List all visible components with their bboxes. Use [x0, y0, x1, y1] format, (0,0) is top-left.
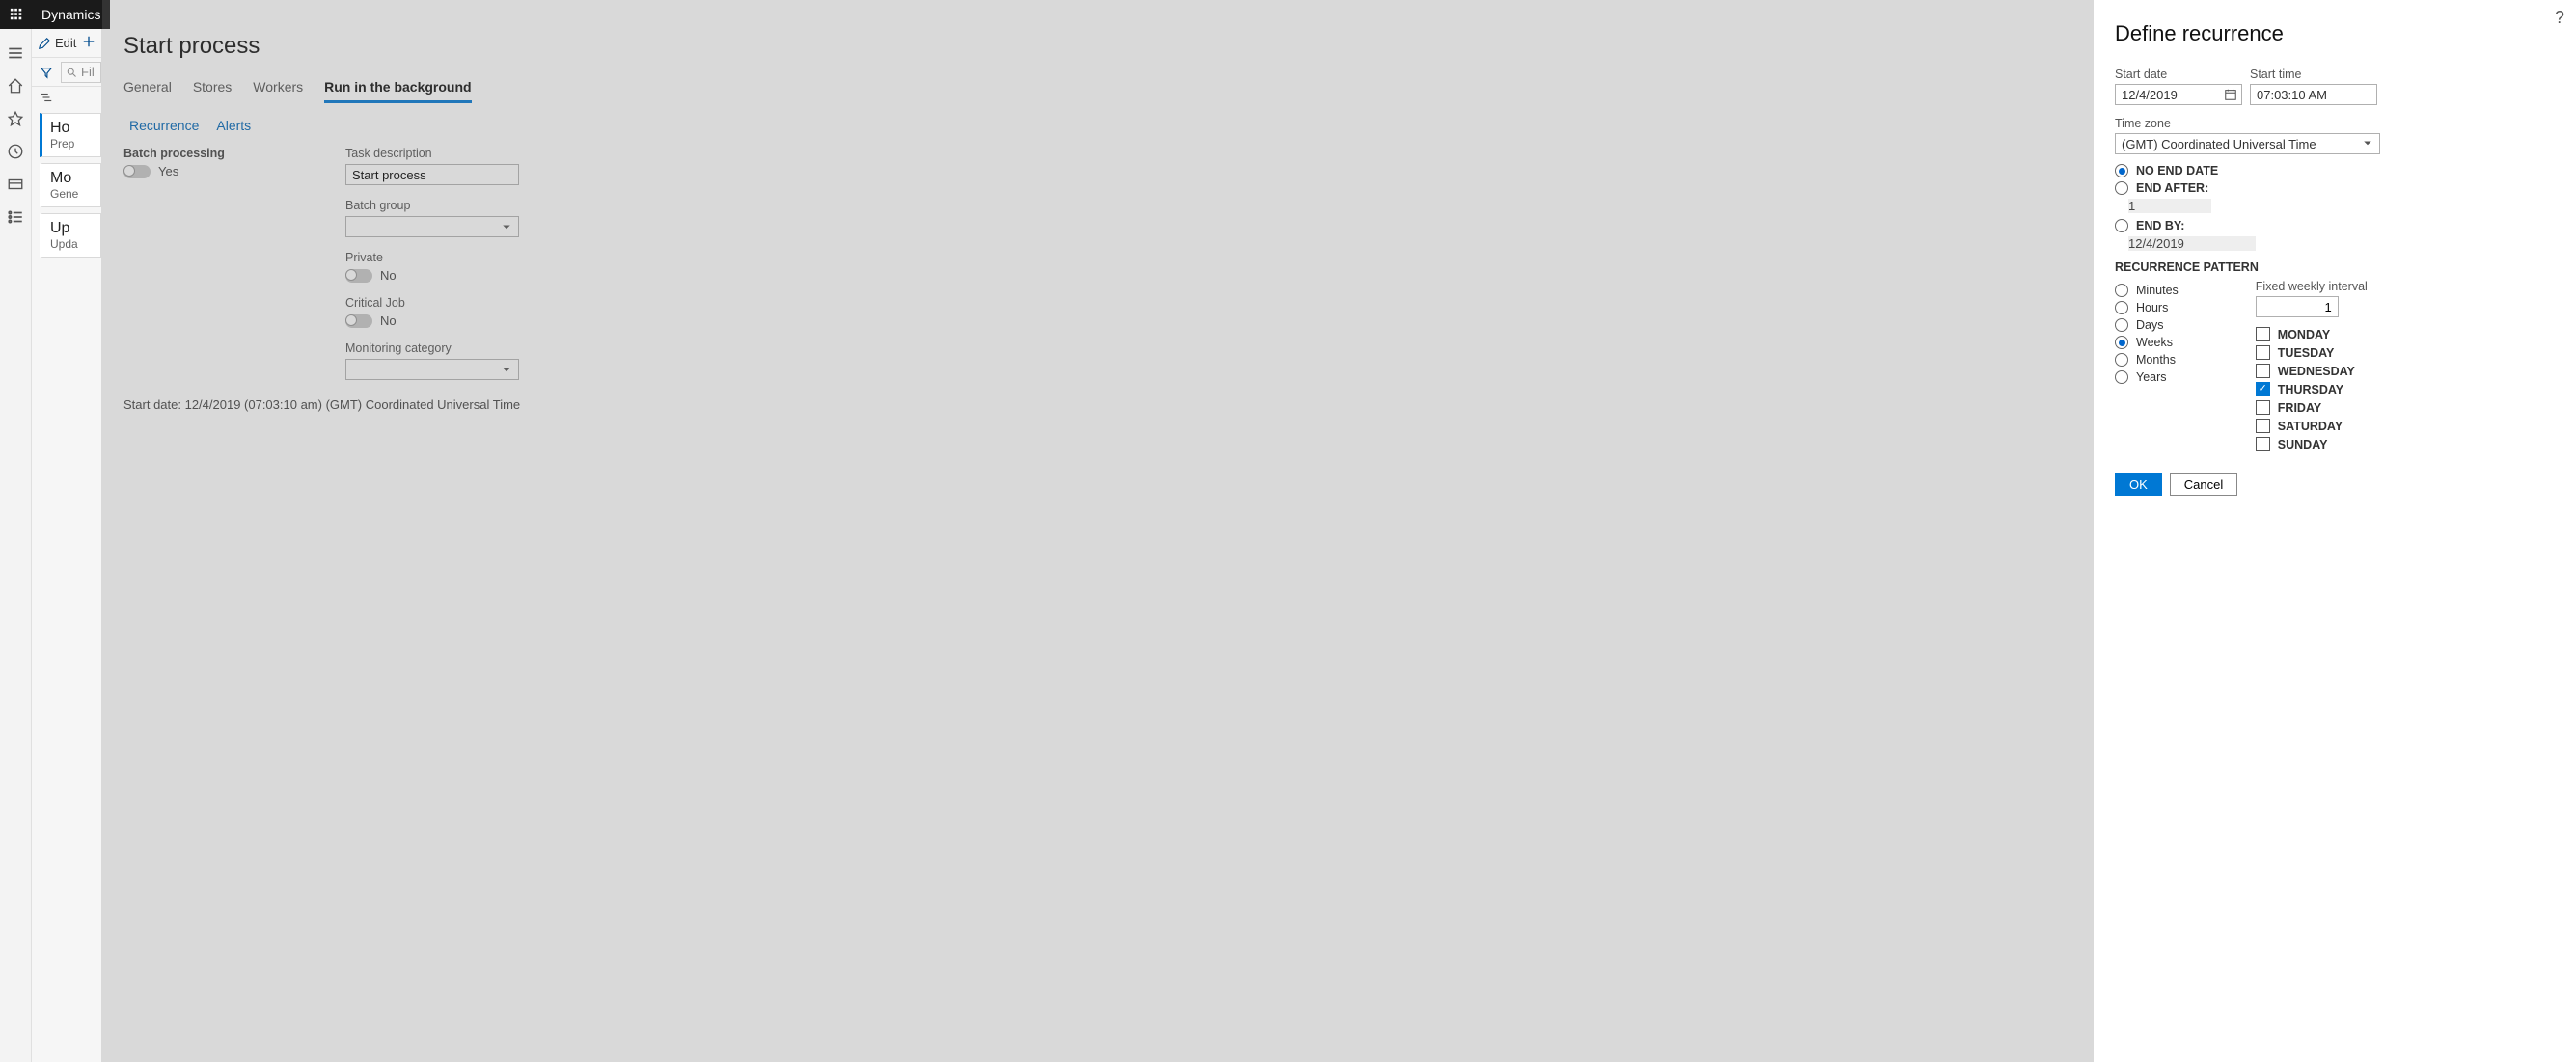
interval-input[interactable]: [2256, 296, 2339, 317]
cancel-button[interactable]: Cancel: [2170, 473, 2237, 496]
pattern-title: RECURRENCE PATTERN: [2115, 260, 2555, 274]
list-item[interactable]: Up Upda: [40, 213, 101, 258]
end-after-label: END AFTER:: [2136, 181, 2208, 195]
app-launcher-icon[interactable]: [0, 0, 32, 29]
panel-title: Define recurrence: [2115, 21, 2555, 46]
end-by-label: END BY:: [2136, 219, 2184, 232]
filter-placeholder: Fil: [81, 65, 95, 79]
edit-label: Edit: [55, 36, 76, 50]
end-by-value: 12/4/2019: [2128, 236, 2184, 251]
pattern-unit-label: Weeks: [2136, 336, 2173, 349]
no-end-date-label: NO END DATE: [2136, 164, 2218, 177]
pattern-unit-label: Minutes: [2136, 284, 2179, 297]
day-checkbox[interactable]: [2256, 345, 2270, 360]
list-item-title: Up: [50, 220, 93, 237]
interval-label: Fixed weekly interval: [2256, 280, 2368, 293]
day-label: FRIDAY: [2278, 401, 2321, 415]
pattern-unit-label: Months: [2136, 353, 2176, 367]
day-checkbox[interactable]: [2256, 419, 2270, 433]
timezone-select[interactable]: (GMT) Coordinated Universal Time: [2115, 133, 2380, 154]
no-end-date-radio[interactable]: [2115, 164, 2128, 177]
calendar-icon[interactable]: [2224, 88, 2237, 104]
filter-icon[interactable]: [32, 66, 61, 79]
day-label: SATURDAY: [2278, 420, 2343, 433]
day-checkbox[interactable]: [2256, 437, 2270, 451]
list-item-sub: Gene: [50, 187, 93, 201]
day-checkbox[interactable]: [2256, 382, 2270, 396]
list-item-sub: Upda: [50, 237, 93, 251]
pattern-unit-radio[interactable]: [2115, 284, 2128, 297]
end-by-radio[interactable]: [2115, 219, 2128, 232]
list-item-title: Mo: [50, 170, 93, 187]
pattern-unit-label: Years: [2136, 370, 2167, 384]
chevron-down-icon: [2362, 137, 2373, 151]
pattern-unit-radio[interactable]: [2115, 370, 2128, 384]
timezone-value: (GMT) Coordinated Universal Time: [2122, 137, 2316, 151]
list-item[interactable]: Ho Prep: [40, 113, 101, 157]
start-date-input[interactable]: 12/4/2019: [2115, 84, 2242, 105]
end-after-value: 1: [2128, 199, 2135, 213]
day-label: TUESDAY: [2278, 346, 2335, 360]
new-button[interactable]: [82, 35, 96, 51]
day-checkbox[interactable]: [2256, 327, 2270, 341]
day-label: WEDNESDAY: [2278, 365, 2355, 378]
list-item[interactable]: Mo Gene: [40, 163, 101, 207]
start-time-input[interactable]: 07:03:10 AM: [2250, 84, 2377, 105]
end-by-input[interactable]: 12/4/2019: [2128, 236, 2256, 251]
help-icon[interactable]: ?: [2555, 8, 2564, 28]
ok-button[interactable]: OK: [2115, 473, 2162, 496]
day-checkbox[interactable]: [2256, 364, 2270, 378]
list-item-title: Ho: [50, 120, 93, 137]
day-label: THURSDAY: [2278, 383, 2343, 396]
brand-label: Dynamics: [32, 0, 110, 29]
pattern-unit-label: Days: [2136, 318, 2163, 332]
clock-icon[interactable]: [7, 143, 24, 160]
filter-input[interactable]: Fil: [61, 62, 101, 83]
menu-icon[interactable]: [7, 44, 24, 62]
pattern-unit-radio[interactable]: [2115, 318, 2128, 332]
module-icon[interactable]: [7, 176, 24, 193]
star-icon[interactable]: [7, 110, 24, 127]
day-checkbox[interactable]: [2256, 400, 2270, 415]
start-time-value: 07:03:10 AM: [2257, 88, 2327, 102]
day-label: MONDAY: [2278, 328, 2330, 341]
start-date-value: 12/4/2019: [2122, 88, 2178, 102]
recurrence-panel: ? Define recurrence Start date 12/4/2019…: [2094, 0, 2576, 1062]
pattern-unit-radio[interactable]: [2115, 301, 2128, 314]
end-after-input[interactable]: 1: [2128, 199, 2211, 213]
home-icon[interactable]: [7, 77, 24, 95]
pattern-unit-radio[interactable]: [2115, 353, 2128, 367]
start-date-label: Start date: [2115, 68, 2242, 81]
day-label: SUNDAY: [2278, 438, 2328, 451]
list-icon[interactable]: [7, 208, 24, 226]
timezone-label: Time zone: [2115, 117, 2555, 130]
end-after-radio[interactable]: [2115, 181, 2128, 195]
pattern-unit-radio[interactable]: [2115, 336, 2128, 349]
pattern-unit-label: Hours: [2136, 301, 2168, 314]
list-item-sub: Prep: [50, 137, 93, 150]
start-time-label: Start time: [2250, 68, 2377, 81]
edit-button[interactable]: Edit: [38, 36, 76, 50]
group-icon[interactable]: [40, 93, 53, 107]
